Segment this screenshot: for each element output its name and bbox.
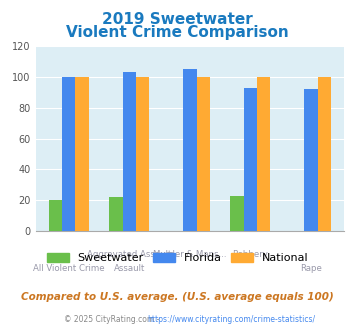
Bar xyxy=(257,77,271,231)
Text: Aggravated Assault: Aggravated Assault xyxy=(87,250,171,259)
Text: Violent Crime Comparison: Violent Crime Comparison xyxy=(66,25,289,40)
Text: Compared to U.S. average. (U.S. average equals 100): Compared to U.S. average. (U.S. average … xyxy=(21,292,334,302)
Bar xyxy=(136,77,149,231)
Bar xyxy=(183,69,197,231)
Bar xyxy=(304,89,318,231)
Text: Assault: Assault xyxy=(114,264,145,273)
Text: 2019 Sweetwater: 2019 Sweetwater xyxy=(102,12,253,26)
Bar xyxy=(49,200,62,231)
Bar xyxy=(197,77,210,231)
Text: Murder & Mans...: Murder & Mans... xyxy=(153,250,227,259)
Text: https://www.cityrating.com/crime-statistics/: https://www.cityrating.com/crime-statist… xyxy=(147,315,316,324)
Text: © 2025 CityRating.com -: © 2025 CityRating.com - xyxy=(64,315,162,324)
Bar xyxy=(76,77,89,231)
Text: All Violent Crime: All Violent Crime xyxy=(33,264,105,273)
Bar xyxy=(244,88,257,231)
Bar xyxy=(230,196,244,231)
Bar xyxy=(109,197,123,231)
Bar xyxy=(62,77,76,231)
Text: Rape: Rape xyxy=(300,264,322,273)
Bar xyxy=(123,72,136,231)
Legend: Sweetwater, Florida, National: Sweetwater, Florida, National xyxy=(42,248,313,268)
Text: Robbery: Robbery xyxy=(233,250,268,259)
Bar xyxy=(318,77,331,231)
